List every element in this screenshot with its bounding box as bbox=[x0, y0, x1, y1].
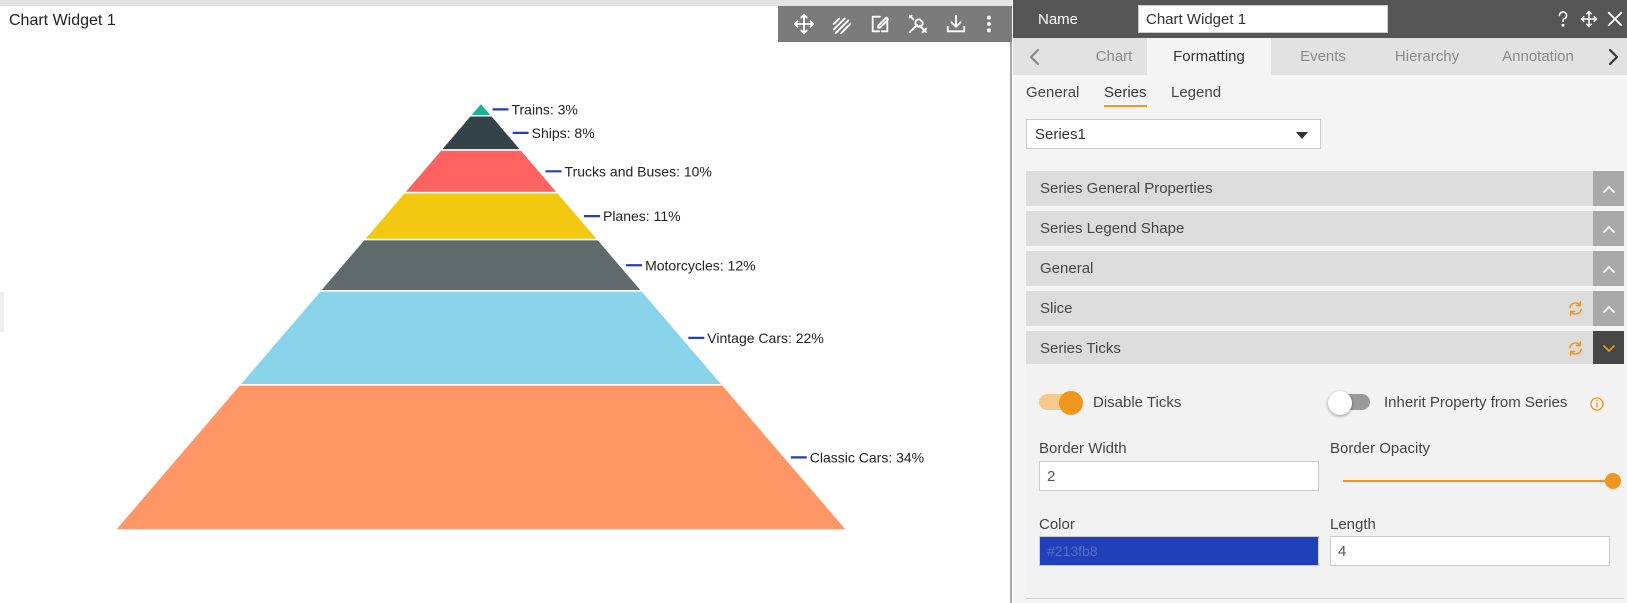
inherit-property-label: Inherit Property from Series bbox=[1384, 394, 1568, 411]
resize-edge[interactable] bbox=[0, 292, 4, 332]
more-icon[interactable] bbox=[980, 10, 998, 38]
header-icons bbox=[1553, 8, 1625, 30]
chart-widget: Chart Widget 1 bbox=[0, 0, 1012, 603]
pyramid-segment[interactable] bbox=[468, 101, 494, 117]
chevron-up-icon[interactable] bbox=[1593, 251, 1624, 286]
panel-tabs: Chart Formatting Events Hierarchy Annota… bbox=[1013, 38, 1627, 75]
border-width-input[interactable] bbox=[1039, 461, 1319, 491]
pyramid-chart: Trains: 3% Ships: 8% Trucks and Buses: 10%… bbox=[113, 101, 924, 531]
color-value: #213fb8 bbox=[1047, 543, 1098, 559]
pyramid-segment[interactable] bbox=[237, 290, 725, 386]
segment-label: Ships: 8% bbox=[532, 125, 595, 141]
subtab-legend[interactable]: Legend bbox=[1171, 84, 1222, 101]
widget-top-strip bbox=[0, 0, 1012, 6]
widget-title: Chart Widget 1 bbox=[9, 12, 116, 29]
subtab-series[interactable]: Series bbox=[1104, 84, 1147, 107]
section-series-legend-shape[interactable]: Series Legend Shape bbox=[1026, 211, 1624, 246]
section-series-general-properties[interactable]: Series General Properties bbox=[1026, 171, 1624, 206]
tab-hierarchy[interactable]: Hierarchy bbox=[1394, 48, 1460, 65]
inherit-property-toggle[interactable] bbox=[1328, 391, 1374, 415]
color-label: Color bbox=[1039, 516, 1075, 533]
section-label: Series Ticks bbox=[1040, 340, 1121, 357]
chevron-down-icon[interactable] bbox=[1593, 331, 1624, 366]
series-ticks-body: Disable Ticks Inherit Property from Seri… bbox=[1026, 364, 1624, 599]
section-label: Series General Properties bbox=[1040, 180, 1213, 197]
segment-label: Vintage Cars: 22% bbox=[707, 330, 823, 346]
info-icon[interactable] bbox=[1590, 397, 1604, 411]
name-label: Name bbox=[1038, 10, 1079, 28]
move-icon[interactable] bbox=[1579, 8, 1599, 30]
tab-formatting[interactable]: Formatting bbox=[1147, 38, 1271, 75]
tab-events[interactable]: Events bbox=[1300, 48, 1346, 65]
pyramid-segment[interactable] bbox=[318, 238, 644, 292]
panel-header: Name bbox=[1013, 0, 1627, 38]
formatting-panel: Name Chart Formatting bbox=[1013, 0, 1627, 603]
series-select[interactable]: Series1 bbox=[1026, 119, 1321, 149]
edit-icon[interactable] bbox=[866, 10, 894, 38]
border-opacity-label: Border Opacity bbox=[1330, 440, 1431, 457]
widget-toolbar bbox=[778, 6, 1012, 42]
pyramid-segment[interactable] bbox=[362, 191, 600, 241]
toggle-knob bbox=[1059, 391, 1083, 415]
pyramid-segment[interactable] bbox=[402, 149, 560, 194]
length-label: Length bbox=[1330, 516, 1376, 533]
border-width-label: Border Width bbox=[1039, 440, 1127, 457]
stroke-icon[interactable] bbox=[828, 10, 856, 38]
tab-scroll-left-icon[interactable] bbox=[1021, 38, 1049, 75]
series-select-value: Series1 bbox=[1035, 126, 1086, 143]
pyramid-segment[interactable] bbox=[439, 115, 523, 151]
segment-label: Motorcycles: 12% bbox=[645, 257, 755, 273]
chevron-up-icon[interactable] bbox=[1593, 291, 1624, 326]
color-picker[interactable]: #213fb8 bbox=[1039, 536, 1319, 566]
tab-chart[interactable]: Chart bbox=[1095, 48, 1133, 65]
tab-scroll-right-icon[interactable] bbox=[1599, 38, 1627, 75]
close-icon[interactable] bbox=[1605, 8, 1625, 30]
chevron-up-icon[interactable] bbox=[1593, 171, 1624, 206]
chevron-up-icon[interactable] bbox=[1593, 211, 1624, 246]
segment-label: Trucks and Buses: 10% bbox=[565, 163, 712, 179]
chevron-down-icon bbox=[1296, 132, 1308, 139]
segment-label: Trains: 3% bbox=[511, 101, 577, 117]
subtab-general[interactable]: General bbox=[1026, 84, 1080, 101]
disable-ticks-label: Disable Ticks bbox=[1093, 394, 1182, 411]
tools-icon[interactable] bbox=[904, 10, 932, 38]
slider-thumb[interactable] bbox=[1605, 473, 1621, 489]
border-opacity-slider[interactable] bbox=[1343, 471, 1621, 491]
name-input[interactable] bbox=[1138, 5, 1388, 33]
move-icon[interactable] bbox=[790, 10, 818, 38]
section-label: General bbox=[1040, 260, 1094, 277]
section-label: Slice bbox=[1040, 300, 1073, 317]
download-icon[interactable] bbox=[942, 10, 970, 38]
help-icon[interactable] bbox=[1553, 8, 1573, 30]
disable-ticks-toggle[interactable] bbox=[1039, 391, 1083, 415]
section-label: Series Legend Shape bbox=[1040, 220, 1185, 237]
toggle-knob bbox=[1328, 391, 1352, 415]
section-series-ticks[interactable]: Series Ticks bbox=[1026, 331, 1624, 366]
tab-annotation[interactable]: Annotation bbox=[1502, 48, 1574, 65]
length-input[interactable] bbox=[1330, 536, 1610, 566]
section-general[interactable]: General bbox=[1026, 251, 1624, 286]
reset-icon[interactable] bbox=[1567, 300, 1584, 317]
reset-icon[interactable] bbox=[1567, 340, 1584, 357]
segment-label: Planes: 11% bbox=[603, 208, 681, 224]
pyramid-segment[interactable] bbox=[113, 384, 849, 531]
slider-rail bbox=[1343, 480, 1611, 482]
section-slice[interactable]: Slice bbox=[1026, 291, 1624, 326]
segment-label: Classic Cars: 34% bbox=[810, 449, 924, 465]
